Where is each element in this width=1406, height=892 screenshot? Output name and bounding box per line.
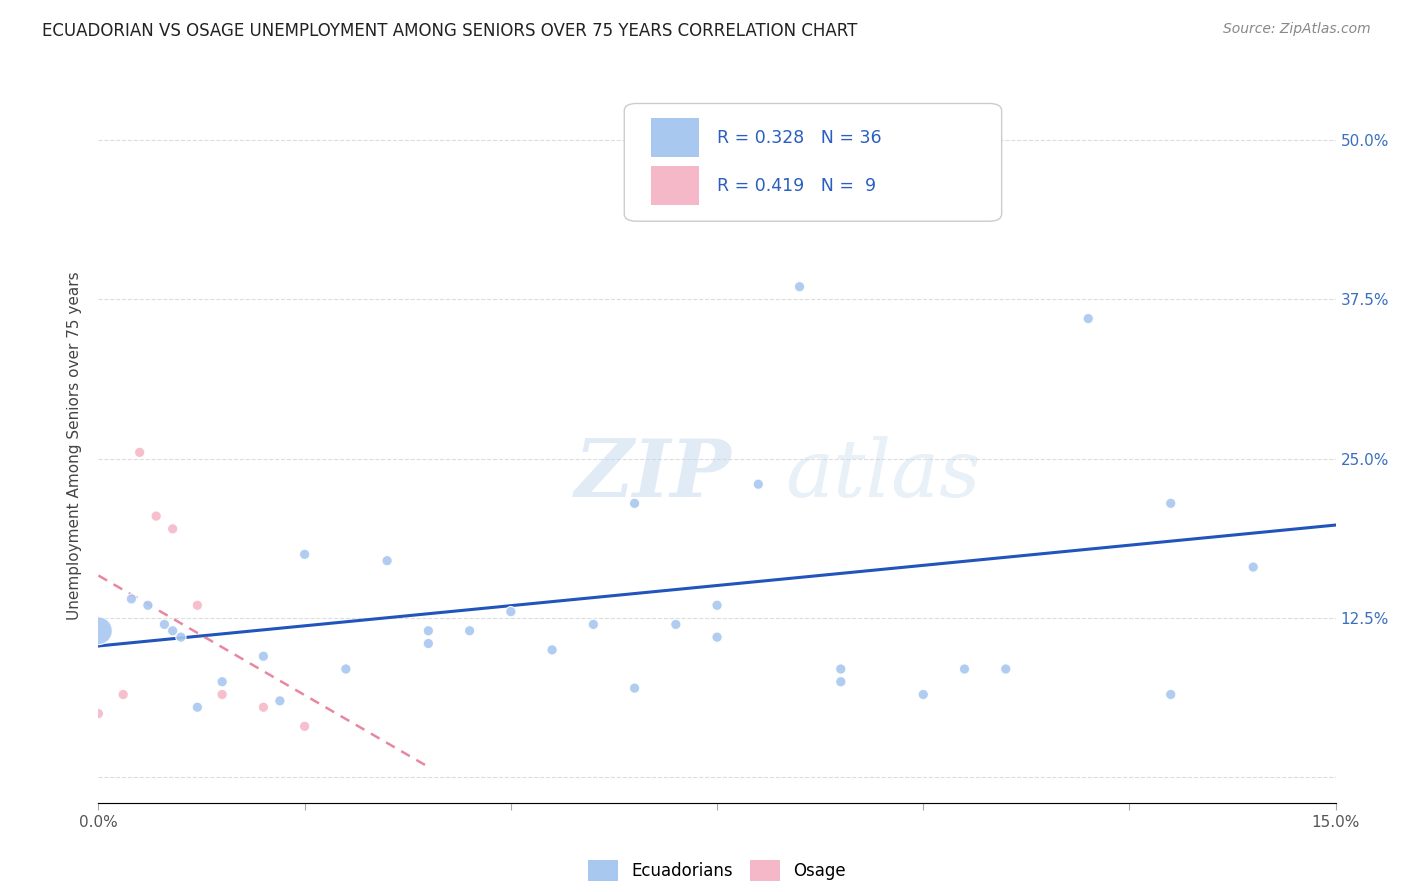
Point bbox=[112, 688, 135, 702]
Text: ECUADORIAN VS OSAGE UNEMPLOYMENT AMONG SENIORS OVER 75 YEARS CORRELATION CHART: ECUADORIAN VS OSAGE UNEMPLOYMENT AMONG S… bbox=[42, 22, 858, 40]
Point bbox=[418, 636, 440, 650]
Point bbox=[252, 649, 274, 664]
Point bbox=[211, 674, 233, 689]
Point bbox=[1241, 560, 1264, 574]
Point bbox=[120, 591, 142, 606]
Point bbox=[830, 662, 852, 676]
Point bbox=[128, 445, 150, 459]
Point bbox=[499, 605, 522, 619]
Point bbox=[830, 674, 852, 689]
FancyBboxPatch shape bbox=[651, 118, 699, 157]
Point bbox=[162, 522, 184, 536]
Point bbox=[186, 700, 208, 714]
Point bbox=[294, 719, 316, 733]
Point bbox=[953, 662, 976, 676]
Point bbox=[747, 477, 769, 491]
Point bbox=[136, 599, 159, 613]
Point bbox=[294, 547, 316, 561]
Point bbox=[912, 688, 935, 702]
Point bbox=[706, 599, 728, 613]
Point bbox=[665, 617, 688, 632]
Point bbox=[418, 624, 440, 638]
Point bbox=[1160, 496, 1182, 510]
Point bbox=[153, 617, 176, 632]
Point bbox=[541, 643, 564, 657]
Point bbox=[252, 700, 274, 714]
Point bbox=[269, 694, 291, 708]
Point bbox=[170, 630, 193, 644]
FancyBboxPatch shape bbox=[624, 103, 1001, 221]
Point bbox=[87, 624, 110, 638]
Point bbox=[162, 624, 184, 638]
Text: ZIP: ZIP bbox=[575, 436, 731, 513]
Y-axis label: Unemployment Among Seniors over 75 years: Unemployment Among Seniors over 75 years bbox=[67, 272, 83, 620]
Point bbox=[1160, 688, 1182, 702]
Point bbox=[145, 509, 167, 524]
Point bbox=[87, 706, 110, 721]
Text: R = 0.419   N =  9: R = 0.419 N = 9 bbox=[717, 177, 876, 194]
Point bbox=[375, 554, 398, 568]
Point bbox=[706, 630, 728, 644]
Point bbox=[1077, 311, 1099, 326]
Point bbox=[186, 599, 208, 613]
Point bbox=[994, 662, 1017, 676]
Point bbox=[458, 624, 481, 638]
Text: R = 0.328   N = 36: R = 0.328 N = 36 bbox=[717, 128, 882, 146]
Point bbox=[623, 496, 645, 510]
Point bbox=[335, 662, 357, 676]
Legend: Ecuadorians, Osage: Ecuadorians, Osage bbox=[582, 854, 852, 888]
Point bbox=[623, 681, 645, 695]
FancyBboxPatch shape bbox=[651, 166, 699, 205]
Point bbox=[789, 210, 811, 224]
Point bbox=[789, 279, 811, 293]
Point bbox=[582, 617, 605, 632]
Text: atlas: atlas bbox=[785, 436, 980, 513]
Point bbox=[211, 688, 233, 702]
Text: Source: ZipAtlas.com: Source: ZipAtlas.com bbox=[1223, 22, 1371, 37]
